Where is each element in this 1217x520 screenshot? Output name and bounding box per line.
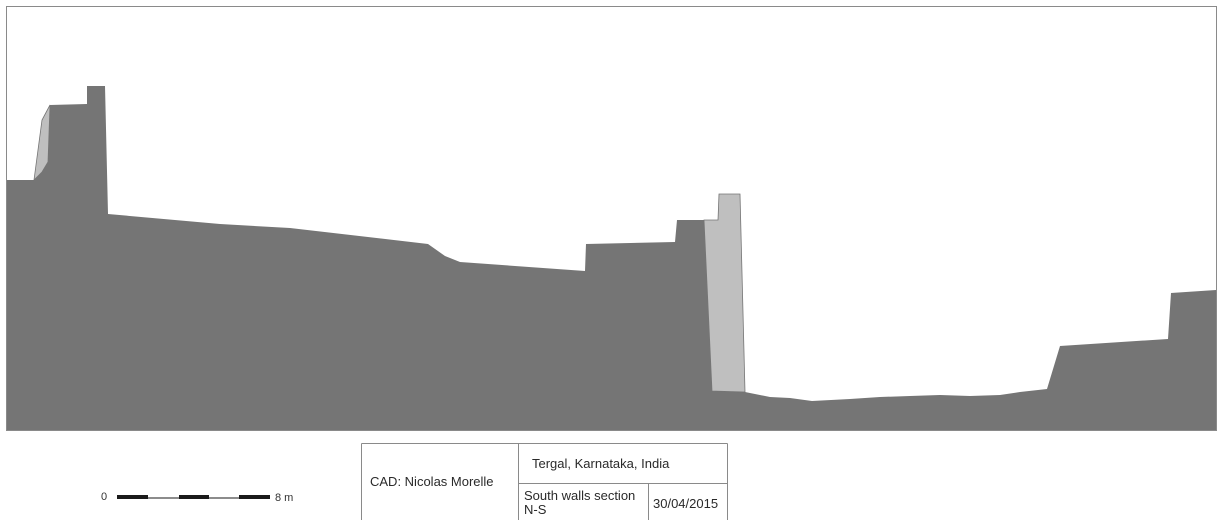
scale-segment — [239, 495, 270, 499]
section-title-line2: N-S — [524, 502, 547, 517]
scale-segment — [179, 495, 209, 499]
section-profile — [7, 86, 1216, 430]
drawing-date: 30/04/2015 — [653, 496, 719, 511]
left-wall-face — [33, 104, 51, 182]
site-location: Tergal, Karnataka, India — [532, 456, 670, 471]
section-title-line1: South walls section — [524, 488, 636, 503]
title-block — [361, 443, 728, 520]
middle-wall — [703, 193, 746, 393]
scale-segment — [117, 495, 148, 499]
scale-end-label: 8 m — [275, 492, 294, 504]
scale-bar — [117, 495, 270, 499]
author-credit: CAD: Nicolas Morelle — [370, 474, 494, 489]
scale-start-label: 0 — [101, 491, 108, 503]
